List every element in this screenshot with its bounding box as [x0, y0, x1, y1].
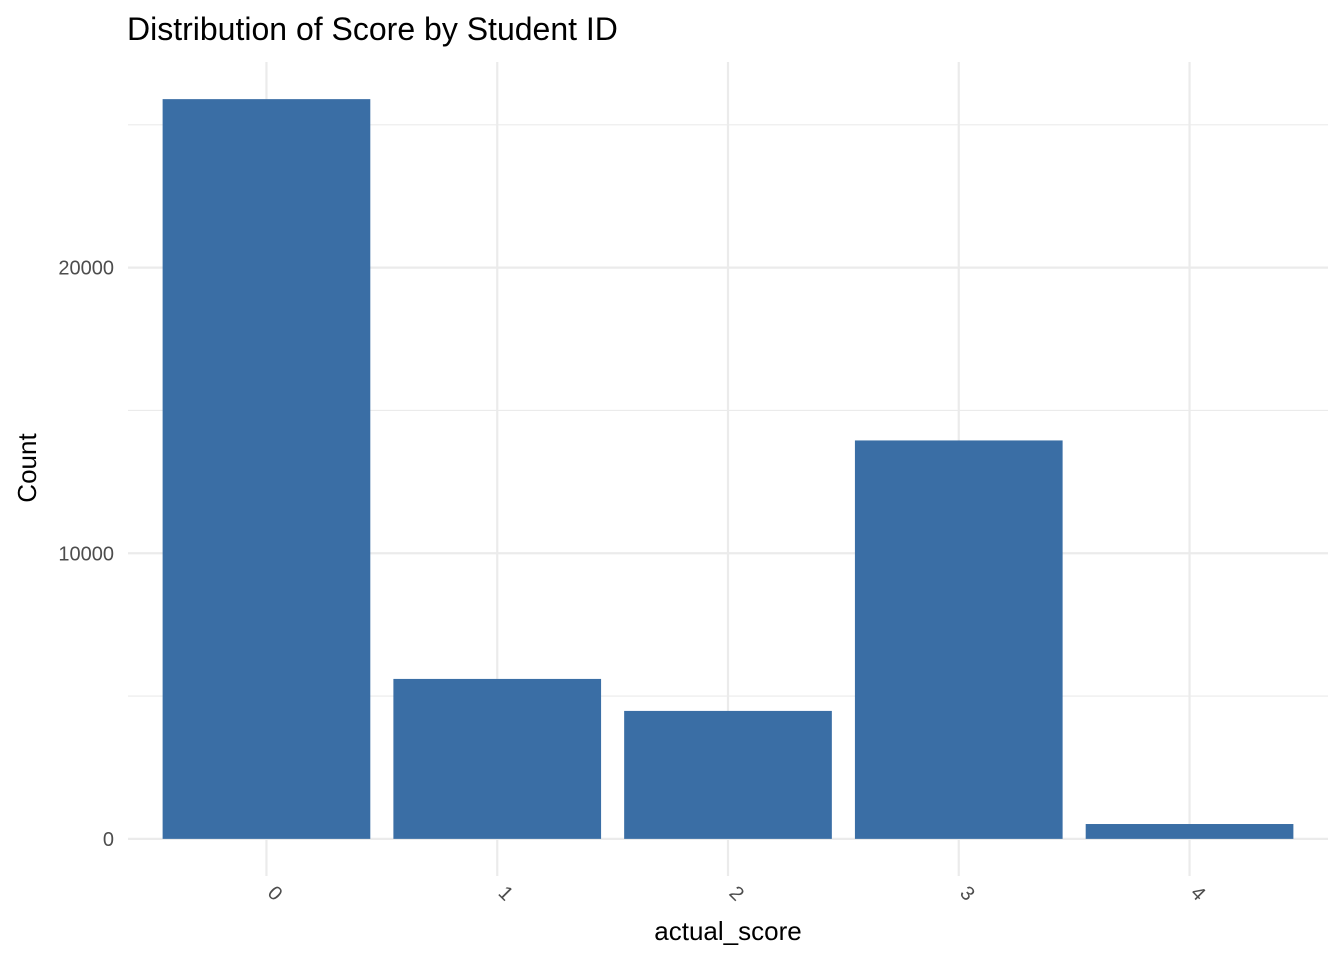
bars: [162, 99, 1294, 839]
x-tick-label: 4: [1186, 882, 1209, 905]
x-tick-label: 0: [263, 882, 286, 905]
bar-3: [854, 440, 1063, 839]
bar-2: [624, 710, 832, 839]
y-axis-title: Count: [12, 433, 42, 503]
x-axis-title: actual_score: [654, 916, 801, 946]
bar-0: [162, 99, 371, 839]
chart-title: Distribution of Score by Student ID: [127, 11, 618, 47]
x-tick-label: 1: [494, 882, 517, 905]
bar-4: [1085, 824, 1294, 839]
y-tick-label: 0: [103, 829, 114, 851]
y-tick-label: 20000: [58, 258, 114, 280]
y-tick-labels: 0 10000 20000: [58, 258, 114, 851]
x-tick-label: 2: [725, 882, 748, 905]
x-tick-labels: 0 1 2 3 4: [263, 882, 1209, 905]
bar-1: [393, 678, 602, 839]
x-tick-label: 3: [955, 882, 978, 905]
y-tick-label: 10000: [58, 543, 114, 565]
